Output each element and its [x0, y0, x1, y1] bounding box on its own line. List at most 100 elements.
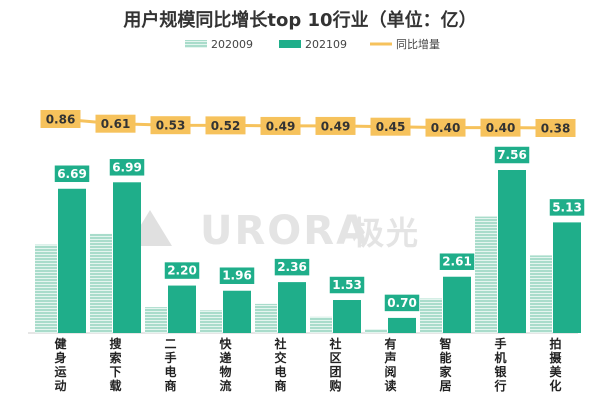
yoy-label-bg	[205, 116, 246, 135]
legend-swatch-202109	[279, 40, 301, 48]
value-tag-bg	[493, 145, 531, 165]
bar-202109	[443, 276, 471, 333]
value-label-202109: 2.61	[442, 255, 472, 269]
legend-label-202109: 202109	[305, 38, 347, 51]
legend-item-202109[interactable]: 202109	[279, 38, 347, 51]
legend-label-yoy: 同比增量	[396, 37, 440, 51]
yoy-point: 0.52	[205, 116, 246, 135]
legend-item-yoy[interactable]: 同比增量	[370, 37, 440, 51]
value-tag-202109: 1.96	[218, 265, 256, 286]
yoy-label-bg	[95, 114, 136, 133]
bar-202009	[35, 244, 57, 333]
yoy-point: 0.49	[260, 116, 301, 135]
value-label-202109: 6.99	[112, 160, 142, 174]
value-label-202109: 1.96	[222, 269, 252, 283]
yoy-point: 0.38	[535, 119, 576, 137]
bar-202109	[223, 290, 251, 333]
chart-title: 用户规模同比增长top 10行业（单位：亿）	[123, 9, 476, 31]
legend-item-202009[interactable]: 202009	[185, 38, 253, 51]
bar-202009	[530, 255, 552, 333]
value-label-202109: 2.20	[167, 264, 197, 278]
yoy-value-label: 0.40	[431, 121, 461, 135]
bar-202109	[278, 282, 306, 333]
yoy-value-label: 0.45	[376, 120, 406, 134]
category-label: 快递物流	[219, 336, 232, 393]
bar-202009	[310, 316, 332, 333]
category-label: 手机银行	[493, 336, 507, 393]
value-tag-202109: 6.69	[53, 164, 91, 184]
bar-202009	[420, 298, 442, 333]
yoy-point: 0.45	[370, 117, 411, 136]
value-label-202109: 6.69	[57, 167, 87, 181]
value-tag-bg	[218, 265, 256, 286]
yoy-label-bg	[315, 116, 356, 135]
bar-202009	[200, 310, 222, 333]
yoy-point: 0.40	[425, 118, 466, 137]
value-label-202109: 5.13	[552, 200, 582, 214]
value-tag-202109: 1.53	[328, 275, 366, 295]
category-label: 社区团购	[328, 336, 341, 393]
value-tag-202109: 5.13	[548, 197, 586, 218]
yoy-line-layer: 0.86 0.61 0.53 0.52 0.49 0.49 0.45 0.40 0.40 0.38	[40, 110, 576, 137]
bar-202009	[475, 216, 497, 333]
value-label-202109: 2.36	[277, 260, 307, 274]
value-label-202109: 1.53	[332, 278, 362, 292]
watermark: URORA 极光	[128, 208, 420, 254]
value-tag-202109: 2.61	[438, 251, 476, 272]
watermark-cn-text: 极光	[352, 214, 420, 252]
yoy-label-bg	[425, 118, 466, 137]
value-label-202109: 7.56	[497, 148, 527, 162]
value-tag-bg	[548, 197, 586, 218]
yoy-value-label: 0.86	[46, 113, 76, 127]
category-label: 有声阅读	[383, 336, 396, 393]
value-tag-202109: 7.56	[493, 145, 531, 165]
yoy-point: 0.61	[95, 114, 136, 133]
yoy-label-bg	[370, 117, 411, 136]
yoy-point: 0.49	[315, 116, 356, 135]
yoy-value-label: 0.52	[211, 119, 241, 133]
yoy-value-label: 0.53	[156, 119, 186, 133]
value-label-202109: 0.70	[387, 296, 417, 310]
bar-202109	[113, 182, 141, 333]
bar-202009	[365, 329, 387, 333]
legend-label-202009: 202009	[211, 38, 253, 51]
yoy-label-bg	[480, 118, 521, 137]
bar-202009	[255, 303, 277, 333]
yoy-label-bg	[40, 110, 81, 128]
yoy-label-bg	[260, 116, 301, 135]
value-tag-202109: 0.70	[383, 293, 421, 313]
bar-202109	[553, 222, 581, 333]
yoy-value-label: 0.49	[266, 119, 296, 133]
value-tag-202109: 2.20	[163, 260, 201, 281]
legend: 202009 202109 同比增量	[185, 37, 440, 51]
bars-layer: 6.69 6.99 2.20 1.96 2.36 1.53 0.70 2.61 7.56 5.13	[35, 145, 586, 333]
value-tag-bg	[53, 164, 91, 184]
yoy-value-label: 0.49	[321, 119, 351, 133]
value-tag-202109: 6.99	[108, 157, 146, 178]
category-labels: 健身运动 搜索下载 二手电商 快递物流 社交电商 社区团购 有声阅读 智能家居 手机银行 拍摄美化	[54, 336, 562, 393]
category-label: 社交电商	[273, 336, 286, 393]
legend-swatch-202009	[185, 40, 207, 48]
category-label: 拍摄美化	[549, 336, 562, 393]
yoy-point: 0.53	[150, 116, 191, 135]
value-tag-bg	[273, 257, 311, 277]
yoy-line	[60, 117, 556, 130]
value-tag-202109: 2.36	[273, 257, 311, 277]
yoy-point: 0.86	[40, 110, 81, 128]
bar-202009	[145, 307, 167, 333]
bar-202109	[498, 170, 526, 333]
yoy-label-bg	[150, 116, 191, 135]
bar-202109	[58, 188, 86, 333]
bar-202109	[388, 317, 416, 333]
yoy-value-label: 0.61	[101, 117, 131, 131]
yoy-value-label: 0.38	[541, 122, 571, 136]
yoy-value-label: 0.40	[486, 121, 516, 135]
value-tag-bg	[328, 275, 366, 295]
yoy-label-bg	[535, 119, 576, 137]
category-label: 智能家居	[438, 336, 452, 393]
bar-202109	[333, 300, 361, 333]
category-label: 搜索下载	[109, 336, 122, 393]
bar-202109	[168, 285, 196, 333]
category-label: 二手电商	[164, 337, 176, 393]
